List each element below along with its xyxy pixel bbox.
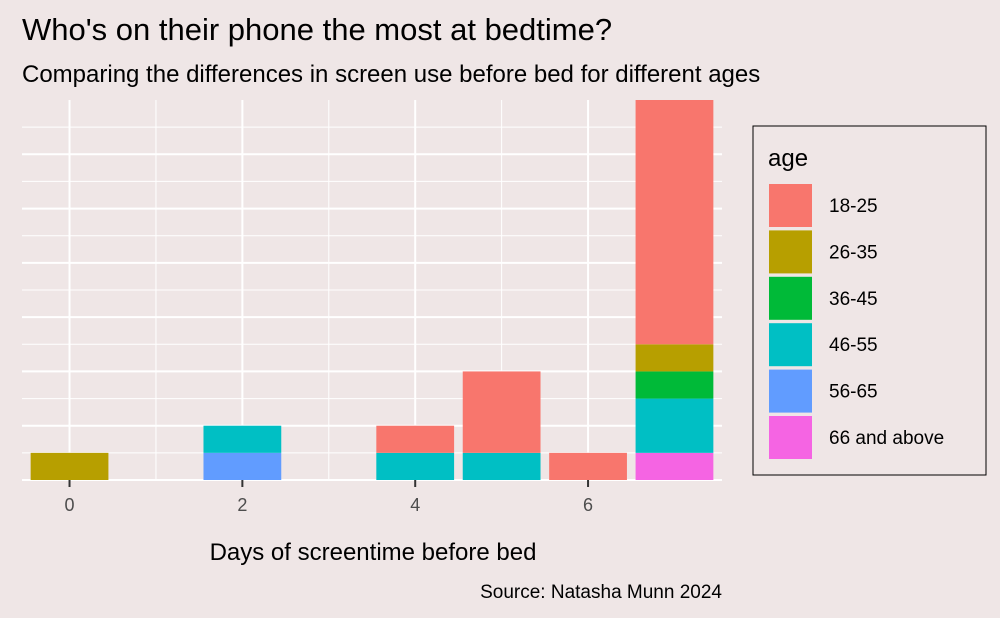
x-tick-label: 4 [410,495,420,515]
bar-segment [462,371,541,453]
bar-segment [376,425,455,453]
bar-segment [635,100,714,345]
legend-swatch [769,276,812,320]
legend-label: 26-35 [829,242,878,263]
bar-segment [462,452,541,480]
bar-segment [376,452,455,480]
bar-segment [635,452,714,480]
x-tick-label: 2 [237,495,247,515]
caption: Source: Natasha Munn 2024 [480,582,722,603]
bar-segment [549,452,627,480]
legend-label: 56-65 [829,382,878,403]
chart-title: Who's on their phone the most at bedtime… [22,12,612,47]
legend-label: 18-25 [829,196,878,217]
bar-segment [203,452,282,480]
bar-segment [635,344,714,372]
legend-label: 66 and above [829,428,944,449]
bar-segment [30,452,109,480]
bars [30,100,714,480]
x-tick-label: 6 [583,495,593,515]
legend-label: 46-55 [829,335,878,356]
x-axis-ticks: 0 2 4 6 [65,480,593,515]
legend: age 18-25 26-35 36-45 46-55 56-65 66 and abov… [752,125,987,476]
legend-swatch [769,323,812,367]
x-axis-title: Days of screentime before bed [210,539,537,566]
bar-segment [635,398,714,453]
legend-label: 36-45 [829,289,878,310]
legend-swatch [769,369,812,413]
bar-segment [635,371,714,399]
grid-lines [22,100,722,481]
x-tick-label: 0 [65,495,75,515]
legend-title: age [768,145,808,172]
legend-swatch [769,184,812,227]
bar-segment [203,425,282,453]
legend-swatch [769,230,812,274]
chart-subtitle: Comparing the differences in screen use … [22,61,760,88]
legend-swatch [769,416,812,459]
